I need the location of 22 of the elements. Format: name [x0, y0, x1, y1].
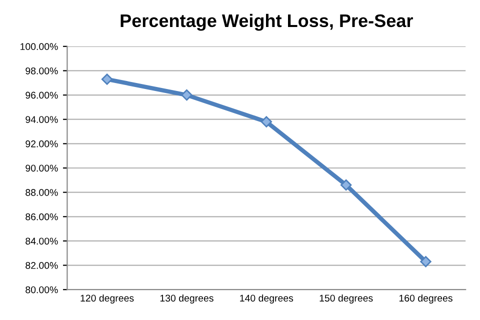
point: [260, 116, 272, 128]
y-tick-label: 94.00%: [26, 116, 58, 123]
x-tick-label: 120 degrees: [80, 294, 134, 304]
point: [101, 74, 113, 85]
y-tick-label: 82.00%: [26, 262, 58, 269]
y-tick-label: 86.00%: [26, 213, 58, 220]
point: [420, 256, 432, 268]
point: [340, 179, 352, 191]
y-tick-label: 88.00%: [26, 189, 58, 196]
x-tick-label: 140 degrees: [240, 294, 294, 304]
point: [181, 89, 192, 101]
x-tick-label: 160 degrees: [399, 294, 452, 304]
y-tick-label: 80.00%: [26, 286, 58, 294]
y-tick-label: 84.00%: [26, 238, 58, 245]
y-tick-label: 90.00%: [26, 164, 58, 172]
y-tick-label: 100.00%: [20, 43, 58, 50]
chart-title: Percentage Weight Loss, Pre-Sear: [120, 14, 413, 31]
x-tick-label: 130 degrees: [160, 294, 214, 304]
y-tick-label: 98.00%: [26, 67, 58, 74]
y-tick-label: 92.00%: [26, 140, 58, 148]
x-tick-label: 150 degrees: [320, 294, 373, 304]
y-tick-label: 96.00%: [26, 92, 58, 99]
